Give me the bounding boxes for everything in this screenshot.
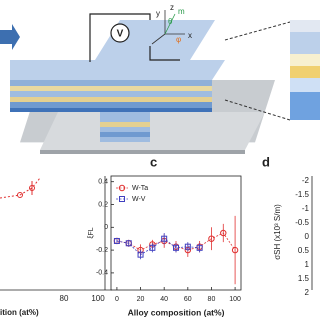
x-tick-label: 0 xyxy=(115,296,119,303)
tick-label: 100 xyxy=(91,294,105,303)
point xyxy=(208,235,215,242)
plot-frame xyxy=(110,175,242,291)
axis-label: θ xyxy=(168,17,173,26)
panel-d: d σSH (x10³ S/m) xyxy=(262,154,313,290)
x-tick-label: 60 xyxy=(184,296,192,303)
legend-marker xyxy=(119,196,125,202)
tick-label: -2 xyxy=(302,176,310,185)
tick-label: 2 xyxy=(305,288,310,297)
point xyxy=(137,251,144,258)
tick-label: 80 xyxy=(60,294,69,303)
axes xyxy=(151,10,185,45)
x-tick-label: 40 xyxy=(160,296,168,303)
tick-label: -1 xyxy=(302,204,310,213)
axis-label: x xyxy=(188,31,192,40)
point xyxy=(231,246,239,254)
y-axis-title: ξFL xyxy=(88,227,95,238)
x-tick-label: 80 xyxy=(208,296,216,303)
x-tick-label: 100 xyxy=(229,296,241,303)
legend-label: W-V xyxy=(132,196,146,203)
x-tick-label: 20 xyxy=(137,296,145,303)
substrate-top xyxy=(40,112,265,150)
voltmeter xyxy=(110,23,130,43)
point xyxy=(149,244,156,251)
y-tick-label: -0.2 xyxy=(96,247,108,254)
panel-label: d xyxy=(262,154,270,169)
axis-label: z xyxy=(170,3,174,12)
tick-label: 1.5 xyxy=(298,274,310,283)
arrow-head xyxy=(12,24,20,50)
substrate-edge xyxy=(40,150,245,154)
series-line xyxy=(116,238,200,256)
point xyxy=(196,244,203,251)
y-tick-label: -0.4 xyxy=(96,270,108,277)
tick-label: 0.5 xyxy=(298,246,310,255)
panel-label: c xyxy=(150,154,157,169)
tick-label: 1 xyxy=(305,260,310,269)
point xyxy=(161,235,168,242)
axis-label: φ xyxy=(176,35,181,44)
zoom-stack xyxy=(224,20,320,121)
axis-label: m xyxy=(178,7,185,16)
wire xyxy=(149,46,180,61)
point xyxy=(184,243,191,250)
point xyxy=(113,237,120,244)
panel-a: 80 100 ition (at%) xyxy=(0,176,112,317)
y-tick-label: 0.4 xyxy=(98,179,108,186)
arrow xyxy=(0,30,12,44)
x-axis-title: Alloy composition (at%) xyxy=(128,307,225,317)
point xyxy=(173,244,179,251)
legend-label: W-Ta xyxy=(132,185,148,192)
point xyxy=(220,229,227,237)
meter-label: V xyxy=(117,29,124,40)
tick-label: -0.5 xyxy=(295,218,309,227)
point xyxy=(125,240,132,247)
schematic: V z y x m θ φ xyxy=(0,3,320,154)
axis-title: σSH (x10³ S/m) xyxy=(273,204,282,260)
y-tick-label: 0.2 xyxy=(98,201,108,208)
tick-label: 0 xyxy=(305,232,310,241)
stack-top xyxy=(10,20,225,80)
stack-layers xyxy=(10,80,212,142)
y-tick-label: 0 xyxy=(104,224,108,231)
axis-title: ition (at%) xyxy=(0,308,39,317)
axis-label: y xyxy=(156,9,160,18)
tick-label: -1.5 xyxy=(295,190,309,199)
legend-marker xyxy=(118,184,126,192)
wire xyxy=(89,13,151,62)
